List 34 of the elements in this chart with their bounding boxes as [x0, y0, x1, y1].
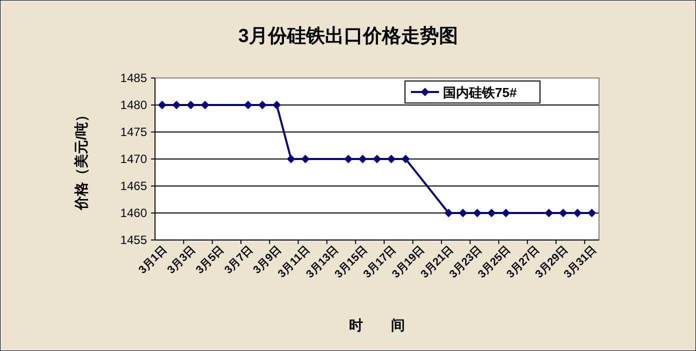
point [473, 209, 482, 217]
point [402, 155, 410, 163]
point [272, 101, 281, 109]
point [502, 209, 510, 217]
point [458, 209, 467, 217]
point [488, 209, 496, 217]
point [588, 209, 596, 217]
point [358, 155, 367, 163]
point [559, 209, 568, 217]
legend-label: 国内硅铁75# [443, 85, 518, 100]
point [373, 155, 381, 163]
point [244, 101, 252, 109]
y-axis-title: 价格（美元/吨） [73, 108, 89, 211]
chart-title: 3月份硅铁出口价格走势图 [238, 25, 458, 47]
y-tick-label: 1480 [120, 98, 148, 112]
point [301, 155, 310, 163]
point [444, 209, 453, 217]
y-tick-label: 1460 [120, 206, 148, 220]
y-tick-label: 1485 [120, 71, 148, 85]
y-tick-label: 1455 [120, 233, 148, 247]
y-tick-label: 1470 [120, 152, 148, 166]
point [201, 101, 210, 109]
point [158, 101, 166, 109]
point [287, 155, 296, 163]
point [574, 209, 582, 217]
point [186, 101, 195, 109]
point [172, 101, 180, 109]
point [258, 101, 266, 109]
point [387, 155, 396, 163]
x-axis-title: 时 间 [349, 317, 405, 333]
point [344, 155, 352, 163]
y-tick-label: 1465 [120, 179, 148, 193]
y-tick-label: 1475 [120, 125, 148, 139]
point [544, 209, 553, 217]
